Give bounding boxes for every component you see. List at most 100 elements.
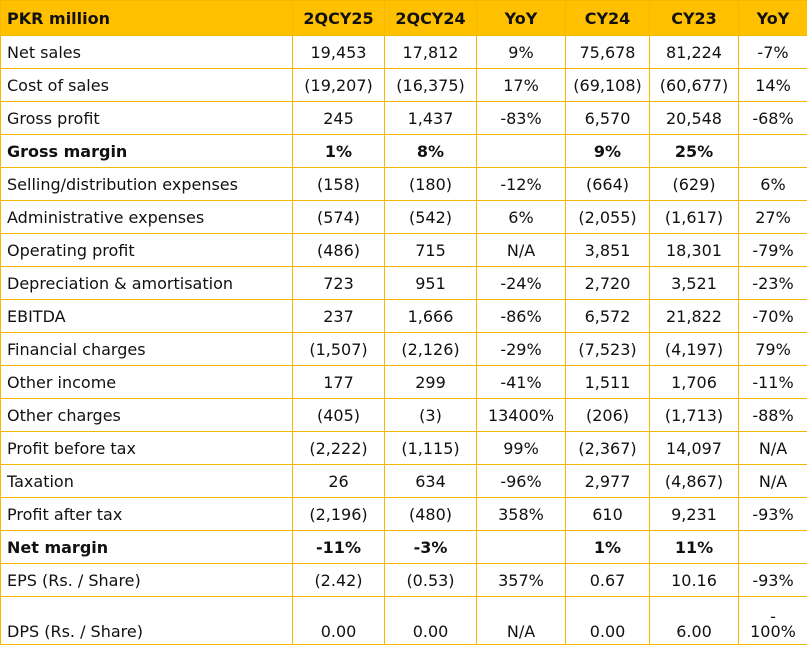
cell-yoy-annual: -88%: [739, 399, 807, 432]
cell-yoy-quarter: -12%: [477, 168, 566, 201]
cell-cy23: 11%: [650, 531, 739, 564]
cell-cy23: 21,822: [650, 300, 739, 333]
cell-yoy-annual: [739, 531, 807, 564]
cell-yoy-annual: -11%: [739, 366, 807, 399]
cell-cy23: (4,197): [650, 333, 739, 366]
cell-yoy-quarter: -83%: [477, 102, 566, 135]
cell-2qcy24: (3): [385, 399, 477, 432]
cell-2qcy24: (0.53): [385, 564, 477, 597]
cell-2qcy24: 1,666: [385, 300, 477, 333]
cell-2qcy24: -3%: [385, 531, 477, 564]
cell-yoy-quarter: -29%: [477, 333, 566, 366]
row-label: Other charges: [1, 399, 293, 432]
cell-yoy-annual: -23%: [739, 267, 807, 300]
cell-cy23: 25%: [650, 135, 739, 168]
table-row: Profit after tax (2,196) (480) 358% 610 …: [1, 498, 807, 531]
table-row: Depreciation & amortisation 723 951 -24%…: [1, 267, 807, 300]
header-2qcy24: 2QCY24: [385, 1, 477, 36]
cell-yoy-annual: N/A: [739, 432, 807, 465]
cell-cy23: 18,301: [650, 234, 739, 267]
table-header-row: PKR million 2QCY25 2QCY24 YoY CY24 CY23 …: [1, 1, 807, 36]
table-row: Net sales 19,453 17,812 9% 75,678 81,224…: [1, 36, 807, 69]
row-label: Gross margin: [1, 135, 293, 168]
header-2qcy25: 2QCY25: [293, 1, 385, 36]
table-row: Cost of sales (19,207) (16,375) 17% (69,…: [1, 69, 807, 102]
table-row: Selling/distribution expenses (158) (180…: [1, 168, 807, 201]
cell-cy24: 610: [566, 498, 650, 531]
row-label: Other income: [1, 366, 293, 399]
cell-2qcy24: (1,115): [385, 432, 477, 465]
cell-yoy-quarter: [477, 135, 566, 168]
table-row: EPS (Rs. / Share) (2.42) (0.53) 357% 0.6…: [1, 564, 807, 597]
cell-yoy-quarter: -96%: [477, 465, 566, 498]
cell-cy23: 20,548: [650, 102, 739, 135]
cell-yoy-annual: - 100%: [739, 597, 807, 645]
cell-2qcy24: 715: [385, 234, 477, 267]
cell-2qcy25: (158): [293, 168, 385, 201]
row-label: Operating profit: [1, 234, 293, 267]
dps-yoy-line-2: 100%: [750, 622, 796, 641]
cell-2qcy25: 723: [293, 267, 385, 300]
row-label: Cost of sales: [1, 69, 293, 102]
cell-yoy-quarter: 17%: [477, 69, 566, 102]
cell-2qcy25: 26: [293, 465, 385, 498]
cell-2qcy24: (480): [385, 498, 477, 531]
row-label: Selling/distribution expenses: [1, 168, 293, 201]
cell-2qcy24: (2,126): [385, 333, 477, 366]
table-row: EBITDA 237 1,666 -86% 6,572 21,822 -70%: [1, 300, 807, 333]
cell-cy23: 81,224: [650, 36, 739, 69]
cell-yoy-annual: [739, 135, 807, 168]
dps-yoy-value: - 100%: [750, 609, 796, 639]
cell-cy24: 2,977: [566, 465, 650, 498]
row-label: Profit before tax: [1, 432, 293, 465]
cell-yoy-quarter: 357%: [477, 564, 566, 597]
cell-2qcy25: (19,207): [293, 69, 385, 102]
row-label: Net margin: [1, 531, 293, 564]
cell-cy23: (1,713): [650, 399, 739, 432]
header-yoy-quarter: YoY: [477, 1, 566, 36]
cell-2qcy25: -11%: [293, 531, 385, 564]
table-row: Other income 177 299 -41% 1,511 1,706 -1…: [1, 366, 807, 399]
cell-2qcy24: (16,375): [385, 69, 477, 102]
cell-cy23: (1,617): [650, 201, 739, 234]
cell-cy23: (4,867): [650, 465, 739, 498]
cell-yoy-quarter: -86%: [477, 300, 566, 333]
cell-yoy-quarter: 13400%: [477, 399, 566, 432]
cell-cy24: 75,678: [566, 36, 650, 69]
cell-yoy-annual: -93%: [739, 498, 807, 531]
header-yoy-annual: YoY: [739, 1, 807, 36]
cell-yoy-quarter: N/A: [477, 234, 566, 267]
cell-cy24: (664): [566, 168, 650, 201]
cell-2qcy25: 177: [293, 366, 385, 399]
table-row: Other charges (405) (3) 13400% (206) (1,…: [1, 399, 807, 432]
cell-2qcy25: 237: [293, 300, 385, 333]
cell-2qcy24: 17,812: [385, 36, 477, 69]
cell-cy24: 0.67: [566, 564, 650, 597]
cell-cy24: 6,572: [566, 300, 650, 333]
cell-2qcy25: (574): [293, 201, 385, 234]
row-label: DPS (Rs. / Share): [1, 597, 293, 645]
header-cy23: CY23: [650, 1, 739, 36]
cell-cy23: (60,677): [650, 69, 739, 102]
cell-yoy-quarter: 9%: [477, 36, 566, 69]
cell-yoy-annual: 14%: [739, 69, 807, 102]
cell-2qcy25: 0.00: [293, 597, 385, 645]
table-row: Operating profit (486) 715 N/A 3,851 18,…: [1, 234, 807, 267]
header-label: PKR million: [1, 1, 293, 36]
table-row: Net margin -11% -3% 1% 11%: [1, 531, 807, 564]
row-label: Depreciation & amortisation: [1, 267, 293, 300]
cell-cy24: 0.00: [566, 597, 650, 645]
cell-2qcy25: 1%: [293, 135, 385, 168]
cell-2qcy24: 634: [385, 465, 477, 498]
table-row: Profit before tax (2,222) (1,115) 99% (2…: [1, 432, 807, 465]
table-row: Administrative expenses (574) (542) 6% (…: [1, 201, 807, 234]
cell-yoy-quarter: N/A: [477, 597, 566, 645]
cell-cy24: 1,511: [566, 366, 650, 399]
cell-2qcy25: (2,222): [293, 432, 385, 465]
cell-yoy-annual: 6%: [739, 168, 807, 201]
row-label: Financial charges: [1, 333, 293, 366]
row-label: Profit after tax: [1, 498, 293, 531]
table-row: Gross margin 1% 8% 9% 25%: [1, 135, 807, 168]
cell-yoy-annual: -68%: [739, 102, 807, 135]
